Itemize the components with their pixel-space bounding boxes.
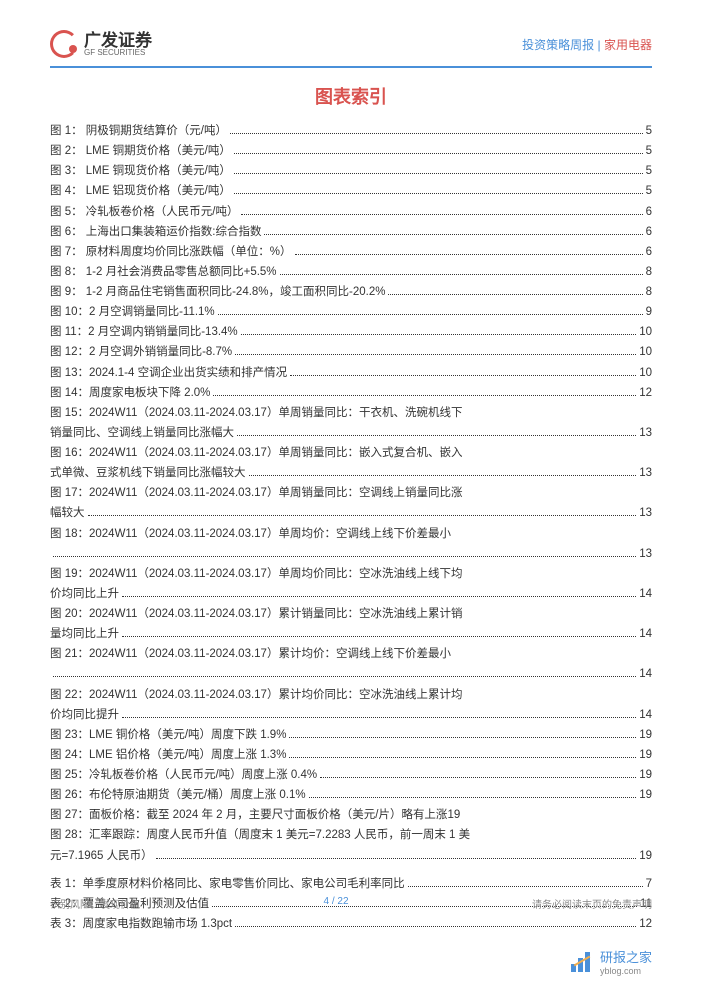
toc-figures: 图 1： 阴极铜期货结算价（元/吨）5图 2： LME 铜期货价格（美元/吨）5… (50, 121, 652, 866)
logo-text-cn: 广发证券 (84, 32, 152, 49)
toc-item: 图 5： 冷轧板卷价格（人民币元/吨）6 (50, 202, 652, 222)
toc-item: 图 17：2024W11（2024.03.11-2024.03.17）单周销量同… (50, 483, 652, 523)
toc-item: 图 11：2 月空调内销销量同比-13.4%10 (50, 322, 652, 342)
logo-mark (50, 30, 78, 58)
toc-item: 图 16：2024W11（2024.03.11-2024.03.17）单周销量同… (50, 443, 652, 483)
footer-left: 识别风险，发现价值 (50, 896, 140, 911)
toc-item: 图 19：2024W11（2024.03.11-2024.03.17）单周均价同… (50, 564, 652, 604)
toc-item: 图 10：2 月空调销量同比-11.1%9 (50, 302, 652, 322)
toc-item: 图 18：2024W11（2024.03.11-2024.03.17）单周均价：… (50, 524, 652, 564)
page-title: 图表索引 (50, 83, 652, 109)
toc-item: 图 12：2 月空调外销销量同比-8.7%10 (50, 342, 652, 362)
header-category: 投资策略周报 | 家用电器 (522, 36, 652, 53)
toc-item: 表 1：单季度原材料价格同比、家电零售价同比、家电公司毛利率同比7 (50, 874, 652, 894)
footer-right: 请务必阅读末页的免责声明 (532, 896, 652, 911)
toc-item: 图 3： LME 铜现货价格（美元/吨）5 (50, 161, 652, 181)
toc-item: 图 26：布伦特原油期货（美元/桶）周度上涨 0.1%19 (50, 785, 652, 805)
toc-item: 图 23：LME 铜价格（美元/吨）周度下跌 1.9%19 (50, 725, 652, 745)
watermark-url: yblog.com (600, 966, 652, 976)
toc-item: 图 24：LME 铝价格（美元/吨）周度上涨 1.3%19 (50, 745, 652, 765)
toc-item: 图 20：2024W11（2024.03.11-2024.03.17）累计销量同… (50, 604, 652, 644)
page-header: 广发证券 GF SECURITIES 投资策略周报 | 家用电器 (50, 30, 652, 68)
toc-item: 图 13：2024.1-4 空调企业出货实绩和排产情况10 (50, 363, 652, 383)
logo: 广发证券 GF SECURITIES (50, 30, 152, 58)
toc-item: 图 6： 上海出口集装箱运价指数:综合指数6 (50, 222, 652, 242)
page-footer: 识别风险，发现价值 4 / 22 请务必阅读末页的免责声明 (50, 896, 652, 911)
toc-item: 图 28：汇率跟踪：周度人民币升值（周度末 1 美元=7.2283 人民币，前一… (50, 825, 652, 865)
toc-item: 图 14：周度家电板块下降 2.0%12 (50, 383, 652, 403)
watermark: 研报之家 yblog.com (571, 947, 652, 976)
toc-item: 图 2： LME 铜期货价格（美元/吨）5 (50, 141, 652, 161)
toc-item: 图 27：面板价格：截至 2024 年 2 月，主要尺寸面板价格（美元/片）略有… (50, 805, 652, 825)
toc-item: 图 8： 1-2 月社会消费品零售总额同比+5.5%8 (50, 262, 652, 282)
footer-page-number: 4 / 22 (323, 896, 348, 911)
watermark-text: 研报之家 (600, 947, 652, 966)
toc-item: 图 21：2024W11（2024.03.11-2024.03.17）累计均价：… (50, 644, 652, 684)
toc-item: 图 25：冷轧板卷价格（人民币元/吨）周度上涨 0.4%19 (50, 765, 652, 785)
logo-text-en: GF SECURITIES (84, 49, 152, 57)
watermark-icon (571, 952, 595, 972)
toc-item: 图 9： 1-2 月商品住宅销售面积同比-24.8%，竣工面积同比-20.2%8 (50, 282, 652, 302)
toc-item: 图 1： 阴极铜期货结算价（元/吨）5 (50, 121, 652, 141)
toc-item: 图 22：2024W11（2024.03.11-2024.03.17）累计均价同… (50, 685, 652, 725)
toc-item: 表 3：周度家电指数跑输市场 1.3pct12 (50, 914, 652, 934)
toc-item: 图 4： LME 铝现货价格（美元/吨）5 (50, 181, 652, 201)
toc-item: 图 7： 原材料周度均价同比涨跌幅（单位：%）6 (50, 242, 652, 262)
toc-item: 图 15：2024W11（2024.03.11-2024.03.17）单周销量同… (50, 403, 652, 443)
